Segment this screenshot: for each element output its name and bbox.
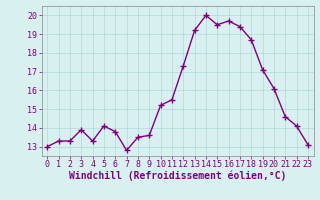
X-axis label: Windchill (Refroidissement éolien,°C): Windchill (Refroidissement éolien,°C)	[69, 171, 286, 181]
